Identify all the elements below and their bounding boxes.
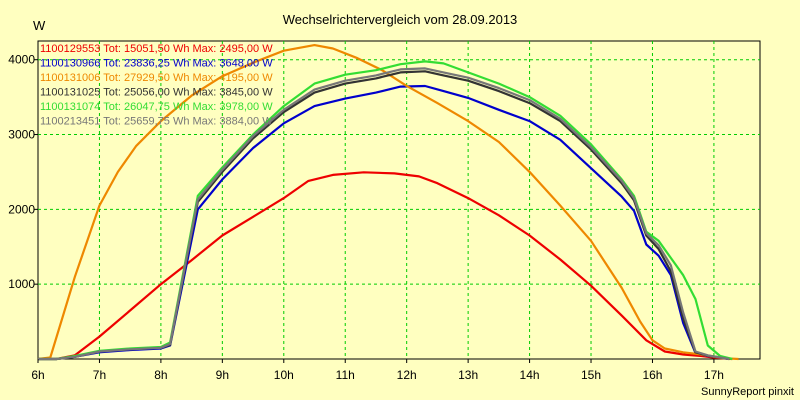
axis-ticks: 6h 7h 8h 9h 10h 11h 12h 13h 14h 15h 16h 17h 1000 2000… <box>8 53 724 382</box>
footer-credit: SunnyReport pinxit <box>701 386 794 398</box>
x-tick-label: 6h <box>31 368 44 382</box>
x-tick-label: 7h <box>93 368 106 382</box>
x-tick-label: 12h <box>397 368 417 382</box>
x-tick-label: 13h <box>458 368 478 382</box>
x-tick-label: 9h <box>216 368 229 382</box>
legend: 1100129553 Tot: 15051,50 Wh Max: 2495,00… <box>40 43 273 128</box>
x-tick-label: 8h <box>154 368 167 382</box>
chart-title: Wechselrichtervergleich vom 28.09.2013 <box>283 12 518 27</box>
y-tick-label: 3000 <box>8 128 35 142</box>
y-axis-label: W <box>33 18 46 33</box>
x-tick-label: 15h <box>581 368 601 382</box>
series-line-1100213451 <box>38 67 730 361</box>
y-tick-label: 2000 <box>8 202 35 216</box>
series-lines <box>37 43 739 361</box>
x-tick-label: 16h <box>642 368 662 382</box>
series-line-1100129553 <box>38 171 733 361</box>
plot-area <box>37 40 761 360</box>
legend-entry-1100130966: 1100130966 Tot: 23836,25 Wh Max: 3648,00… <box>40 58 273 70</box>
legend-entry-1100213451: 1100213451 Tot: 25659,75 Wh Max: 3884,00… <box>40 116 273 128</box>
series-line-1100131006 <box>37 43 739 361</box>
legend-entry-1100131074: 1100131074 Tot: 26047,75 Wh Max: 3978,00… <box>40 101 273 113</box>
x-tick-label: 10h <box>274 368 294 382</box>
y-tick-label: 1000 <box>8 277 35 291</box>
x-tick-label: 14h <box>520 368 540 382</box>
legend-entry-1100129553: 1100129553 Tot: 15051,50 Wh Max: 2495,00… <box>40 43 273 55</box>
x-tick-label: 11h <box>336 368 355 382</box>
x-tick-label: 17h <box>704 368 724 382</box>
legend-entry-1100131006: 1100131006 Tot: 27929,50 Wh Max: 4195,00… <box>40 72 273 84</box>
legend-entry-1100131025: 1100131025 Tot: 25056,00 Wh Max: 3845,00… <box>40 87 273 99</box>
y-tick-label: 4000 <box>8 53 35 67</box>
